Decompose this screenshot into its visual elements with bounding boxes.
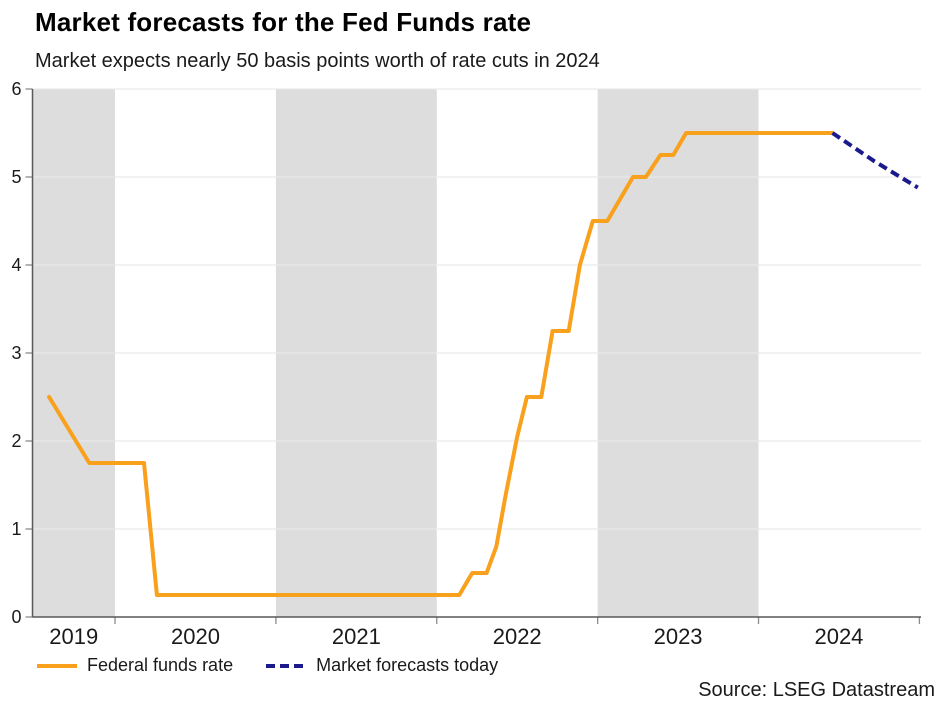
chart-title: Market forecasts for the Fed Funds rate bbox=[35, 7, 532, 37]
legend: Federal funds rate Market forecasts toda… bbox=[37, 655, 498, 676]
dashed-line-swatch-icon bbox=[266, 663, 307, 668]
legend-label: Federal funds rate bbox=[87, 655, 234, 675]
svg-text:5: 5 bbox=[11, 167, 21, 187]
svg-text:2023: 2023 bbox=[654, 624, 703, 649]
svg-text:2020: 2020 bbox=[171, 624, 220, 649]
svg-text:6: 6 bbox=[11, 79, 21, 99]
data-series bbox=[47, 131, 919, 597]
svg-text:1: 1 bbox=[11, 519, 21, 539]
svg-text:2021: 2021 bbox=[332, 624, 381, 649]
legend-label: Market forecasts today bbox=[316, 655, 499, 675]
legend-item-market-forecasts: Market forecasts today bbox=[266, 655, 498, 676]
svg-text:2: 2 bbox=[11, 431, 21, 451]
axes: 0 1 2 3 4 5 6 2019 2020 2021 2022 2023 2024 bbox=[11, 79, 921, 649]
svg-text:4: 4 bbox=[11, 255, 21, 275]
legend-item-federal-funds-rate: Federal funds rate bbox=[37, 655, 233, 676]
solid-line-swatch-icon bbox=[37, 663, 77, 668]
svg-text:0: 0 bbox=[11, 607, 21, 627]
svg-text:2019: 2019 bbox=[49, 624, 98, 649]
svg-text:3: 3 bbox=[11, 343, 21, 363]
svg-text:2022: 2022 bbox=[493, 624, 542, 649]
svg-text:2024: 2024 bbox=[814, 624, 863, 649]
source-credit: Source: LSEG Datastream bbox=[698, 679, 935, 701]
chart-subtitle: Market expects nearly 50 basis points wo… bbox=[35, 50, 600, 72]
gridlines bbox=[32, 88, 921, 530]
